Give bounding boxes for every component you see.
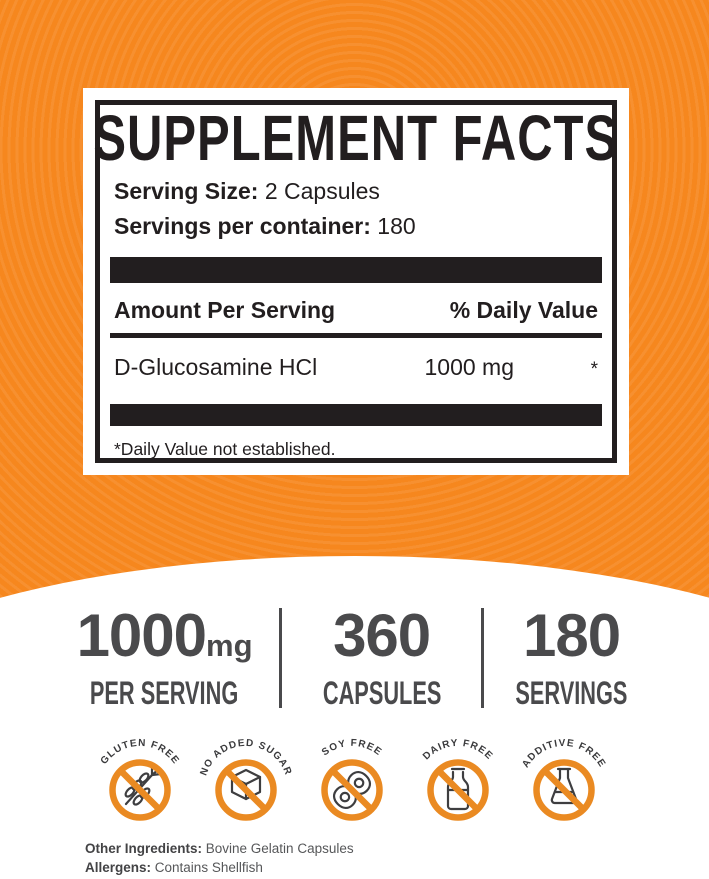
prohibition-ring [427, 759, 489, 821]
stat-capsules-value: 360 [333, 605, 431, 673]
ingredient-name: D-Glucosamine HCl [114, 354, 318, 380]
prohibition-ring [215, 759, 277, 821]
ingredient-row: D-Glucosamine HCl 1000 mg * [100, 354, 612, 383]
daily-value-footnote: *Daily Value not established. [114, 439, 336, 459]
servings-per-container-label: Servings per container: [114, 213, 371, 239]
stat-per-serving-label: PER SERVING [90, 674, 239, 711]
free-from-badges: GLUTEN FREE NO ADDED SUGAR [92, 724, 612, 824]
supplement-facts-panel: SUPPLEMENT FACTS Serving Size: 2 Capsule… [83, 88, 629, 475]
wheat-icon [124, 764, 163, 806]
other-ingredients-value: Bovine Gelatin Capsules [202, 841, 354, 856]
stat-servings: 180 SERVINGS [484, 605, 659, 711]
ingredient-daily-value: * [590, 359, 598, 380]
prohibition-ring [533, 759, 595, 821]
thick-divider-bar-bottom [110, 404, 602, 426]
servings-per-container-line: Servings per container: 180 [100, 212, 612, 241]
svg-text:DAIRY FREE: DAIRY FREE [421, 738, 495, 763]
supplement-facts-title-text: SUPPLEMENT FACTS [93, 102, 619, 174]
other-ingredients-label: Other Ingredients: [85, 841, 203, 856]
prohibition-slash [330, 768, 374, 812]
additive-free-badge: ADDITIVE FREE [520, 738, 607, 821]
prohibition-slash [542, 768, 586, 812]
gluten-free-badge: GLUTEN FREE [99, 738, 180, 821]
dairy-free-badge: DAIRY FREE [421, 738, 495, 821]
prohibition-slash [118, 768, 162, 812]
stat-capsules: 360 CAPSULES [282, 605, 485, 711]
allergens-value: Contains Shellfish [151, 860, 263, 875]
allergens-label: Allergens: [85, 860, 152, 875]
prohibition-slash [436, 768, 480, 812]
stat-capsules-label: CAPSULES [322, 674, 441, 711]
other-ingredients-line: Other Ingredients: Bovine Gelatin Capsul… [85, 839, 354, 858]
soy-free-badge: SOY FREE [320, 738, 384, 821]
stats-strip: 1000mg PER SERVING 360 CAPSULES 180 SERV… [50, 605, 659, 711]
stat-per-serving-number: 1000 [76, 601, 207, 669]
amount-per-serving-header: Amount Per Serving [114, 297, 336, 323]
svg-text:SOY FREE: SOY FREE [320, 738, 384, 759]
daily-value-header: % Daily Value [449, 297, 598, 323]
stat-per-serving-value: 1000mg [77, 605, 253, 673]
facts-table-header: Amount Per Serving % Daily Value [100, 297, 612, 323]
stat-servings-label: SERVINGS [515, 674, 628, 711]
header-rule [110, 333, 602, 338]
stat-servings-number: 180 [523, 601, 621, 669]
thick-divider-bar-top [110, 257, 602, 283]
stat-capsules-number: 360 [333, 601, 431, 669]
supplement-facts-title: SUPPLEMENT FACTS [94, 102, 618, 174]
stat-servings-value: 180 [523, 605, 621, 673]
stat-per-serving: 1000mg PER SERVING [50, 605, 283, 711]
serving-size-value: 2 Capsules [258, 178, 380, 204]
serving-size-line: Serving Size: 2 Capsules [100, 177, 612, 206]
stat-per-serving-unit: mg [206, 627, 253, 663]
prohibition-slash [224, 768, 268, 812]
no-added-sugar-badge: NO ADDED SUGAR [198, 738, 293, 821]
prohibition-ring [321, 759, 383, 821]
servings-per-container-value: 180 [370, 213, 416, 239]
no-added-sugar-label: NO ADDED SUGAR [198, 738, 292, 777]
footer-info: Other Ingredients: Bovine Gelatin Capsul… [85, 839, 354, 877]
dairy-free-label: DAIRY FREE [421, 738, 494, 763]
allergens-line: Allergens: Contains Shellfish [85, 858, 354, 877]
prohibition-ring [109, 759, 171, 821]
soy-free-label: SOY FREE [320, 738, 383, 759]
svg-text:NO ADDED SUGAR: NO ADDED SUGAR [198, 738, 293, 777]
supplement-facts-border: SUPPLEMENT FACTS Serving Size: 2 Capsule… [94, 100, 618, 463]
curved-section-divider [0, 556, 709, 879]
ingredient-amount: 1000 mg [424, 354, 514, 380]
serving-size-label: Serving Size: [114, 178, 259, 204]
